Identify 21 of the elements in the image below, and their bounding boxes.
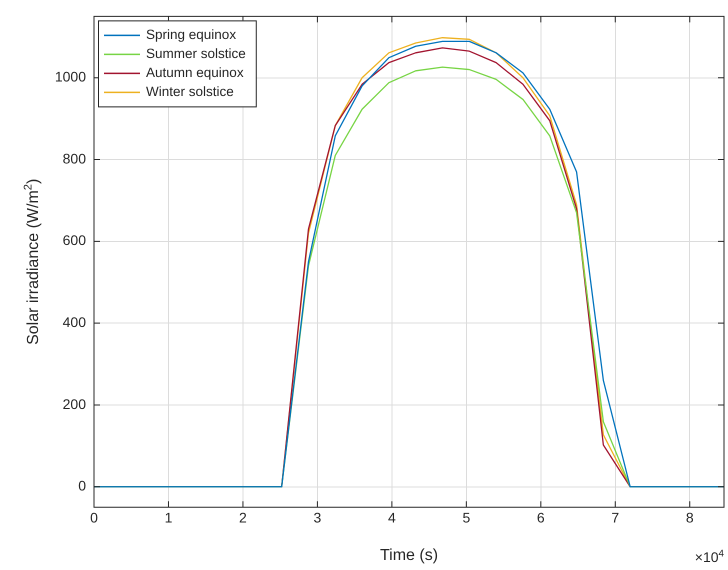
legend-label: Summer solstice xyxy=(146,46,246,62)
y-tick-label: 800 xyxy=(62,150,86,166)
x-tick-label: 0 xyxy=(90,509,98,526)
y-tick-label: 400 xyxy=(62,314,86,330)
y-tick-label: 600 xyxy=(62,232,86,248)
x-tick-label: 3 xyxy=(314,509,322,526)
x-tick-label: 8 xyxy=(686,509,694,526)
x-tick-label: 1 xyxy=(164,509,173,526)
x-tick-label: 2 xyxy=(239,509,248,526)
y-tick-label: 1000 xyxy=(54,68,86,85)
y-tick-label: 0 xyxy=(78,478,86,494)
y-axis-title: Solar irradiance (W/m2) xyxy=(22,178,42,345)
x-tick-label: 4 xyxy=(388,509,396,526)
legend-label: Spring equinox xyxy=(146,27,236,42)
x-tick-label: 6 xyxy=(536,509,545,526)
legend-label: Winter solstice xyxy=(146,84,234,100)
x-tick-label: 7 xyxy=(611,509,620,526)
x-tick-label: 5 xyxy=(462,509,470,526)
y-tick-label: 200 xyxy=(62,396,86,412)
legend-label: Autumn equinox xyxy=(146,65,244,80)
x-axis-title: Time (s) xyxy=(380,547,438,564)
